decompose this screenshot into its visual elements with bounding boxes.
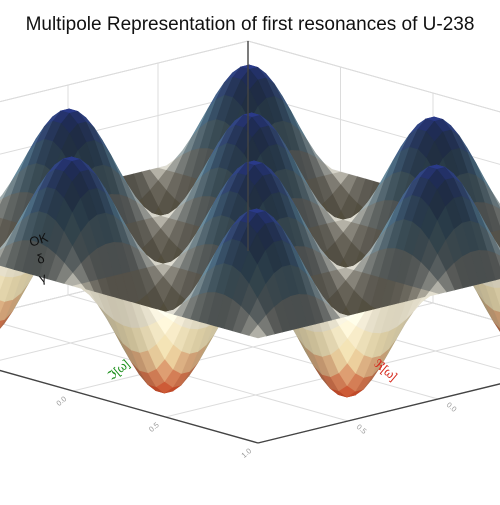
x-tick-label: 0.5	[355, 422, 369, 436]
x-tick-label: 0.0	[445, 400, 459, 414]
y-tick-label: 1.0	[240, 446, 254, 460]
y-tick-label: 0.0	[55, 394, 69, 408]
chart-title: Multipole Representation of first resona…	[0, 14, 500, 36]
y-tick-label: 0.5	[147, 420, 161, 434]
